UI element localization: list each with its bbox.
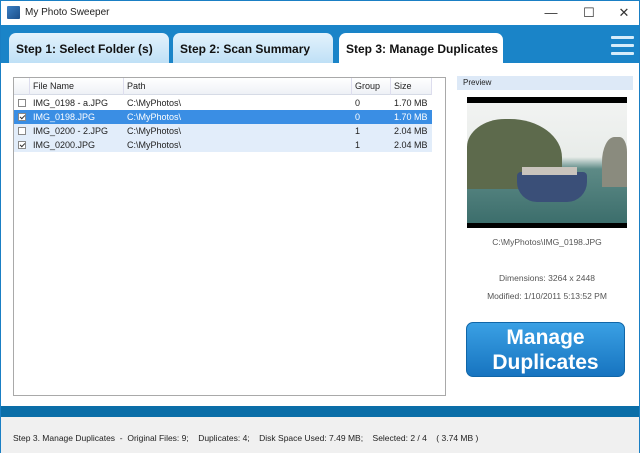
minimize-button[interactable]: — bbox=[544, 5, 558, 20]
cell-file-name: IMG_0200.JPG bbox=[33, 140, 96, 150]
header-size[interactable]: Size bbox=[391, 78, 432, 95]
table-row[interactable]: IMG_0200.JPG C:\MyPhotos\ 1 2.04 MB bbox=[14, 138, 432, 152]
header-path[interactable]: Path bbox=[124, 78, 352, 95]
tab-scan-summary[interactable]: Step 2: Scan Summary bbox=[173, 33, 333, 63]
cell-size: 1.70 MB bbox=[394, 112, 428, 122]
manage-duplicates-button[interactable]: Manage Duplicates bbox=[466, 322, 625, 377]
preview-path: C:\MyPhotos\IMG_0198.JPG bbox=[492, 237, 602, 247]
row-checkbox[interactable] bbox=[18, 113, 26, 121]
cell-size: 2.04 MB bbox=[394, 140, 428, 150]
status-bar: Step 3. Manage Duplicates - Original Fil… bbox=[1, 417, 639, 453]
row-checkbox[interactable] bbox=[18, 127, 26, 135]
boat-shape bbox=[517, 172, 587, 202]
preview-modified: Modified: 1/10/2011 5:13:52 PM bbox=[487, 291, 607, 301]
row-checkbox[interactable] bbox=[18, 141, 26, 149]
button-label-line1: Manage bbox=[506, 326, 585, 349]
cell-group: 1 bbox=[355, 126, 361, 136]
window-title: My Photo Sweeper bbox=[25, 7, 110, 18]
cell-size: 2.04 MB bbox=[394, 126, 428, 136]
preview-dimensions: Dimensions: 3264 x 2448 bbox=[499, 273, 595, 283]
title-bar: My Photo Sweeper — ☐ ✕ bbox=[1, 1, 639, 25]
close-button[interactable]: ✕ bbox=[618, 5, 630, 20]
table-header: File Name Path Group Size bbox=[14, 78, 432, 95]
preview-image bbox=[467, 97, 627, 228]
cell-group: 1 bbox=[355, 140, 361, 150]
duplicates-table: File Name Path Group Size IMG_0198 - a.J… bbox=[13, 77, 446, 396]
cell-file-name: IMG_0200 - 2.JPG bbox=[33, 126, 109, 136]
cell-group: 0 bbox=[355, 112, 361, 122]
header-file-name[interactable]: File Name bbox=[30, 78, 124, 95]
row-checkbox[interactable] bbox=[18, 99, 26, 107]
maximize-button[interactable]: ☐ bbox=[583, 5, 595, 20]
cell-file-name: IMG_0198 - a.JPG bbox=[33, 98, 109, 108]
cell-group: 0 bbox=[355, 98, 361, 108]
cliff-shape bbox=[602, 137, 627, 187]
divider-bar bbox=[1, 406, 639, 417]
cell-file-name: IMG_0198.JPG bbox=[33, 112, 96, 122]
cell-path: C:\MyPhotos\ bbox=[127, 112, 182, 122]
tab-bar: Step 1: Select Folder (s) Step 2: Scan S… bbox=[1, 25, 639, 63]
cell-path: C:\MyPhotos\ bbox=[127, 98, 182, 108]
cell-size: 1.70 MB bbox=[394, 98, 428, 108]
boat-roof-shape bbox=[522, 167, 577, 175]
cell-path: C:\MyPhotos\ bbox=[127, 126, 182, 136]
tab-select-folder[interactable]: Step 1: Select Folder (s) bbox=[9, 33, 169, 63]
cell-path: C:\MyPhotos\ bbox=[127, 140, 182, 150]
table-row[interactable]: IMG_0198 - a.JPG C:\MyPhotos\ 0 1.70 MB bbox=[14, 96, 432, 110]
table-row[interactable]: IMG_0200 - 2.JPG C:\MyPhotos\ 1 2.04 MB bbox=[14, 124, 432, 138]
header-group[interactable]: Group bbox=[352, 78, 391, 95]
table-row[interactable]: IMG_0198.JPG C:\MyPhotos\ 0 1.70 MB bbox=[14, 110, 432, 124]
app-icon bbox=[7, 6, 20, 19]
header-checkbox-col bbox=[14, 78, 30, 95]
tab-manage-duplicates[interactable]: Step 3: Manage Duplicates bbox=[339, 33, 503, 63]
hamburger-menu-icon[interactable] bbox=[611, 36, 634, 60]
button-label-line2: Duplicates bbox=[492, 351, 599, 374]
preview-header: Preview bbox=[457, 76, 633, 90]
